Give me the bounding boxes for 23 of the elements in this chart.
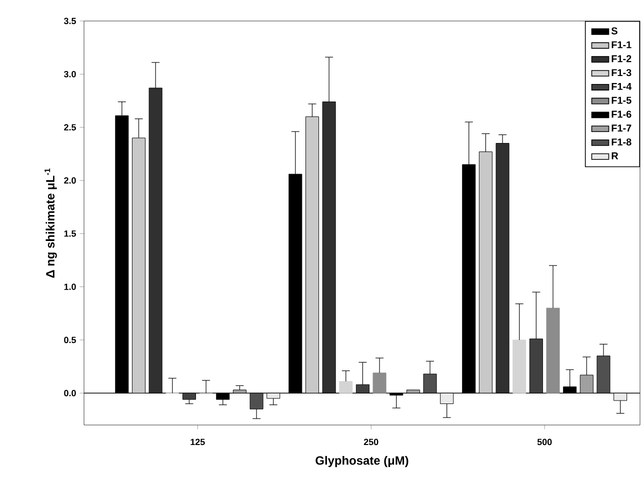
y-tick-label: 3.5 xyxy=(64,18,76,24)
legend-label: F1-1 xyxy=(612,41,632,48)
legend-label: R xyxy=(612,152,618,160)
y-axis-title: Δ ng shikimate μL$^{-1}$ xyxy=(44,168,57,278)
x-axis-title: Glyphosate (μM) xyxy=(316,456,408,468)
legend-label: F1-6 xyxy=(612,110,632,118)
y-tick-label: 0.5 xyxy=(64,336,76,344)
x-tick-label: 125 xyxy=(190,438,205,446)
y-tick-label: 2.5 xyxy=(64,124,76,130)
legend-label: S xyxy=(611,27,618,34)
legend-label: F1-4 xyxy=(612,83,632,90)
y-tick-label: 1.0 xyxy=(64,284,76,290)
y-tick-label: 1.5 xyxy=(64,230,76,237)
x-tick-label: 500 xyxy=(537,438,552,446)
legend-label: F1-7 xyxy=(612,124,632,132)
legend-label: F1-5 xyxy=(612,96,632,104)
y-tick-label: 0.0 xyxy=(64,390,76,396)
legend-label: F1-2 xyxy=(612,55,632,62)
legend-label: F1-8 xyxy=(612,138,632,146)
x-tick-label: 250 xyxy=(364,438,378,446)
y-tick-label: 2.0 xyxy=(64,177,76,184)
legend-label: F1-3 xyxy=(612,69,632,76)
y-tick-label: 3.0 xyxy=(64,70,76,78)
